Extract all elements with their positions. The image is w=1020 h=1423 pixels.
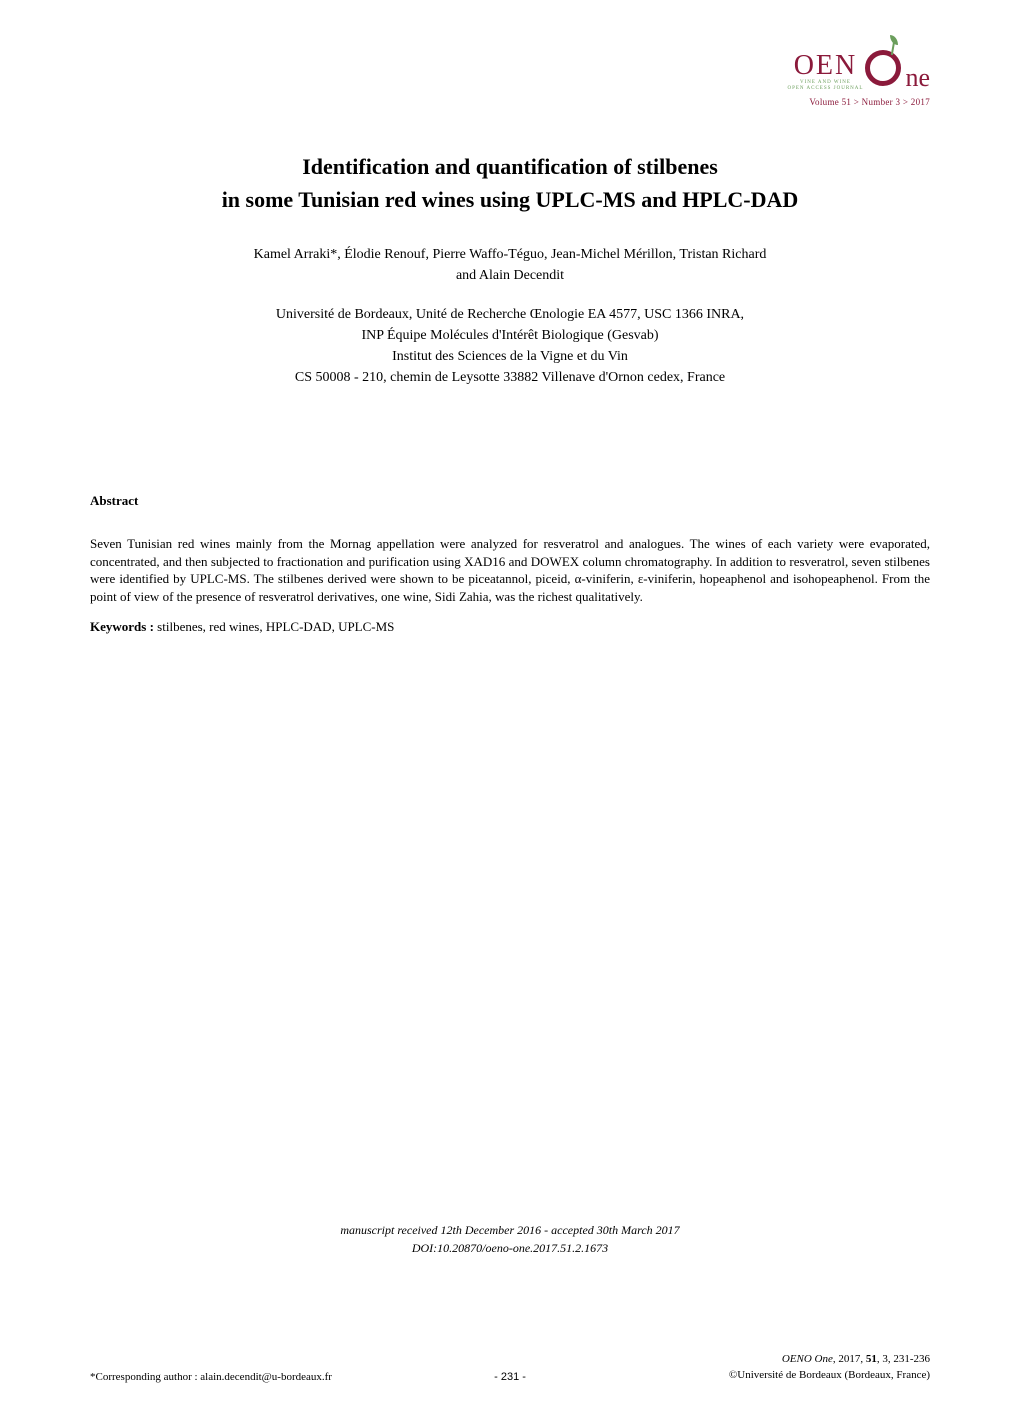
affiliation-line-2: INP Équipe Molécules d'Intérêt Biologiqu… (361, 328, 658, 343)
keywords-label: Keywords : (90, 619, 154, 634)
citation-issue: , 3, 231-236 (877, 1353, 930, 1365)
bottom-area: manuscript received 12th December 2016 -… (90, 1221, 930, 1383)
logo-text-block: OEN VINE AND WINE OPEN ACCESS JOURNAL (787, 52, 863, 91)
authors-line-2: and Alain Decendit (456, 268, 564, 283)
logo-prefix: OEN (787, 52, 863, 80)
footer-row: *Corresponding author : alain.decendit@u… (90, 1352, 930, 1383)
citation-journal: OENO One (782, 1353, 833, 1365)
abstract-text: Seven Tunisian red wines mainly from the… (90, 535, 930, 605)
logo-glyph: ne (865, 50, 930, 93)
citation-year: , 2017, (833, 1353, 866, 1365)
page-container: OEN VINE AND WINE OPEN ACCESS JOURNAL ne… (0, 0, 1020, 1423)
affiliation-line-3: Institut des Sciences de la Vigne et du … (392, 349, 628, 364)
journal-logo-area: OEN VINE AND WINE OPEN ACCESS JOURNAL ne… (787, 50, 930, 107)
manuscript-info: manuscript received 12th December 2016 -… (90, 1221, 930, 1257)
logo-tagline-2: OPEN ACCESS JOURNAL (787, 86, 863, 92)
citation: OENO One, 2017, 51, 3, 231-236 ©Universi… (526, 1352, 930, 1383)
copyright: ©Université de Bordeaux (Bordeaux, Franc… (729, 1369, 930, 1381)
affiliation-line-1: Université de Bordeaux, Unité de Recherc… (276, 307, 744, 322)
title-section: Identification and quantification of sti… (90, 150, 930, 388)
title-line-1: Identification and quantification of sti… (302, 154, 718, 179)
article-title: Identification and quantification of sti… (90, 150, 930, 216)
logo-suffix: ne (905, 63, 930, 92)
abstract-section: Abstract Seven Tunisian red wines mainly… (90, 493, 930, 636)
citation-volume: 51 (866, 1353, 877, 1365)
abstract-heading: Abstract (90, 493, 930, 509)
journal-logo: OEN VINE AND WINE OPEN ACCESS JOURNAL ne (787, 50, 930, 93)
manuscript-doi: DOI:10.20870/oeno-one.2017.51.2.1673 (412, 1241, 608, 1255)
affiliation: Université de Bordeaux, Unité de Recherc… (90, 304, 930, 388)
title-line-2: in some Tunisian red wines using UPLC-MS… (222, 187, 799, 212)
keywords: Keywords : stilbenes, red wines, HPLC-DA… (90, 618, 930, 636)
corresponding-author: *Corresponding author : alain.decendit@u… (90, 1371, 494, 1383)
keywords-text: stilbenes, red wines, HPLC-DAD, UPLC-MS (154, 619, 395, 634)
manuscript-received: manuscript received 12th December 2016 -… (340, 1223, 679, 1237)
authors-line-1: Kamel Arraki*, Élodie Renouf, Pierre Waf… (254, 247, 767, 262)
authors: Kamel Arraki*, Élodie Renouf, Pierre Waf… (90, 244, 930, 286)
affiliation-line-4: CS 50008 - 210, chemin de Leysotte 33882… (295, 370, 725, 385)
page-number: - 231 - (494, 1371, 526, 1383)
volume-info: Volume 51 > Number 3 > 2017 (787, 97, 930, 107)
logo-o-icon (865, 50, 901, 86)
